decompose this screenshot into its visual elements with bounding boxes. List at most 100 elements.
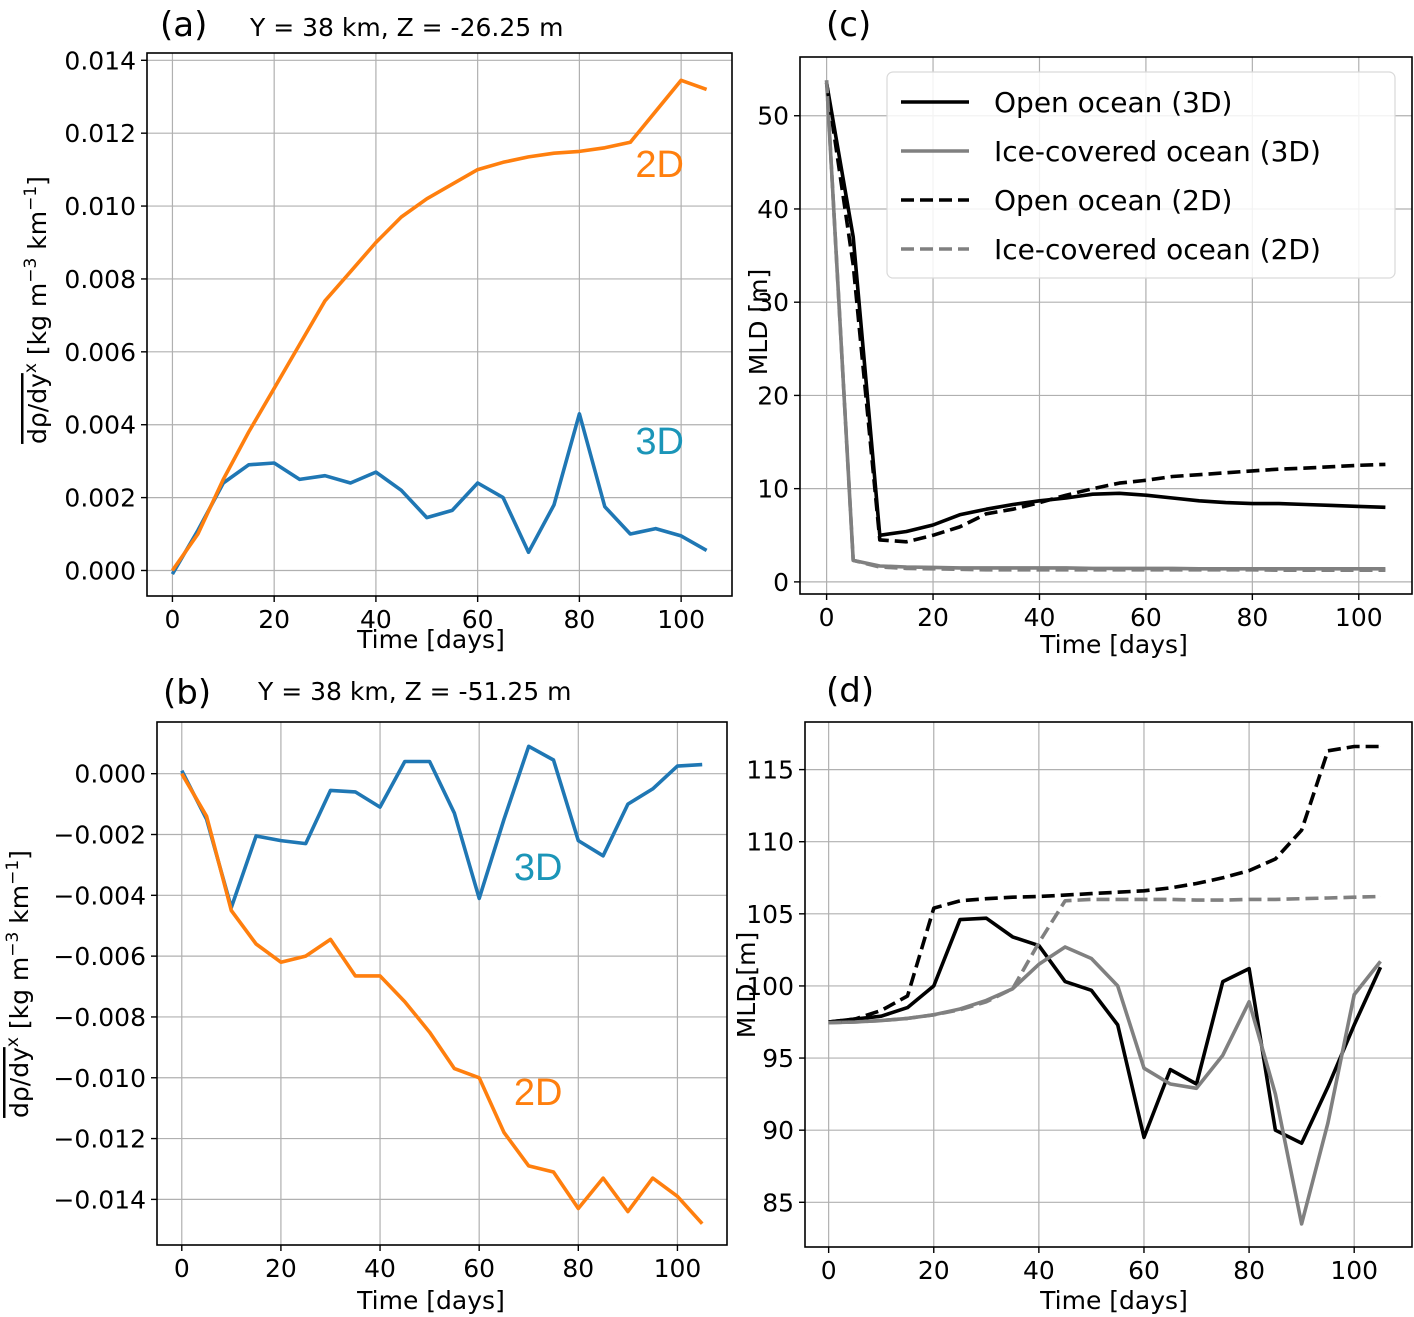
ylabel-sup-a: −3 (3, 932, 23, 957)
panel-c: (c) Open ocean (3D) Ice-covered ocean (3D… (744, 5, 1413, 659)
y-tick-label: 105 (746, 900, 794, 929)
series-line-2d (170, 78, 708, 572)
series-line-ice-covered-ocean-2d (824, 80, 1386, 573)
panel-d: (d) 0 20 40 60 80 100 85 90 95 100 105 110 115 Time… (732, 671, 1413, 1315)
x-tick-label: 20 (258, 605, 290, 634)
grid (147, 53, 732, 596)
y-tick-label: 100 (746, 972, 794, 1001)
y-tick-label: 115 (746, 756, 794, 785)
series-line-3d (170, 411, 708, 576)
series-layer (828, 744, 1383, 1226)
ylabel-unit-a: [kg m (5, 957, 34, 1037)
x-tick-label: 60 (462, 605, 494, 634)
x-tick-label: 40 (1023, 1256, 1055, 1285)
legend-box (886, 71, 1396, 279)
x-tick-label: 20 (917, 603, 949, 632)
ylabel-sup-b: −1 (3, 860, 23, 885)
x-tick-label: 20 (918, 1256, 950, 1285)
series-line-ice-covered-ocean-2d (828, 894, 1381, 1025)
x-tick-label: 40 (360, 605, 392, 634)
series-line-open-ocean-2d (824, 82, 1386, 544)
axes-frame (146, 52, 733, 597)
y-tick-label: 0.000 (64, 556, 136, 585)
x-tick-label: 80 (562, 1254, 594, 1283)
x-tick-label: 60 (1128, 1256, 1160, 1285)
series-line-open-ocean-3d (824, 82, 1386, 538)
y-tick-label: 110 (746, 828, 794, 857)
ylabel-unit-c: ] (5, 850, 34, 860)
panel-letter: (d) (826, 671, 874, 711)
y-tick-label: 20 (757, 381, 789, 410)
series-annotation: 2D (635, 144, 684, 186)
x-tick-label: 100 (1335, 603, 1383, 632)
ylabel-main: dρ/dy (5, 1047, 34, 1118)
y-tick-label: −0.004 (53, 881, 146, 910)
x-axis-label: Time [days] (1039, 1286, 1188, 1315)
x-tick-label: 0 (819, 603, 835, 632)
ylabel-unit-b: km (23, 211, 52, 258)
x-ticks: 0 20 40 60 80 100 (164, 596, 705, 634)
ylabel-unit-b: km (5, 885, 34, 932)
panel-letter: (c) (826, 5, 871, 45)
series-layer (824, 80, 1386, 573)
series-annotation: 3D (635, 421, 684, 463)
y-tick-label: 0.010 (64, 192, 136, 221)
y-tick-label: −0.012 (53, 1125, 146, 1154)
y-ticks: 0.000 0.002 0.004 0.006 0.008 0.010 0.012 0.014 (64, 46, 147, 585)
y-tick-label: 0.000 (74, 760, 146, 789)
annotations: 3D 2D (514, 847, 563, 1114)
series-layer (180, 744, 704, 1225)
y-axis-label: MLD [m] (744, 269, 773, 376)
ylabel-unit-a: [kg m (23, 283, 52, 363)
y-tick-label: 0.002 (64, 484, 136, 513)
series-line-open-ocean-3d (828, 916, 1383, 1145)
y-tick-label: −0.014 (53, 1185, 146, 1214)
series-line-2d (180, 772, 704, 1225)
legend: Open ocean (3D) Ice-covered ocean (3D) Ope… (886, 71, 1396, 279)
y-tick-label: 0.014 (64, 46, 136, 75)
legend-label: Ice-covered ocean (2D) (994, 233, 1321, 266)
x-tick-label: 100 (1330, 1256, 1378, 1285)
y-tick-label: 0.004 (64, 411, 136, 440)
x-tick-label: 60 (1130, 603, 1162, 632)
y-tick-label: −0.010 (53, 1064, 146, 1093)
grid (157, 722, 727, 1245)
panel-b: (b) Y = 38 km, Z = -51.25 m 3D 2D 0 20 40 60… (3, 673, 728, 1315)
x-axis-label: Time [days] (356, 1286, 505, 1315)
series-annotation: 2D (514, 1072, 563, 1114)
ylabel-sup-x: x (21, 363, 41, 373)
y-tick-label: 90 (762, 1116, 794, 1145)
axes-frame (156, 721, 728, 1246)
y-tick-label: 10 (757, 475, 789, 504)
x-tick-label: 60 (463, 1254, 495, 1283)
panel-title: Y = 38 km, Z = -51.25 m (257, 677, 571, 706)
series-line-open-ocean-2d (828, 744, 1381, 1024)
x-tick-label: 80 (1236, 603, 1268, 632)
y-axis-label: dρ/dyx [kg m−3 km−1] (21, 176, 52, 444)
x-tick-label: 80 (563, 605, 595, 634)
ylabel-main: dρ/dy (23, 373, 52, 444)
x-tick-label: 40 (364, 1254, 396, 1283)
series-annotation: 3D (514, 847, 563, 889)
x-tick-label: 80 (1233, 1256, 1265, 1285)
y-tick-label: −0.002 (53, 821, 146, 850)
panel-title: Y = 38 km, Z = -26.25 m (249, 13, 563, 42)
y-ticks: 85 90 95 100 105 110 115 (746, 756, 805, 1217)
x-axis-label: Time [days] (356, 625, 505, 654)
y-axis-label: dρ/dyx [kg m−3 km−1] (3, 850, 34, 1118)
x-ticks: 0 20 40 60 80 100 (174, 1245, 701, 1283)
series-layer (170, 78, 708, 576)
ylabel-sup-b: −1 (21, 186, 41, 211)
x-ticks: 0 20 40 60 80 100 (821, 1247, 1378, 1285)
y-axis-label: MLD [m] (732, 932, 761, 1039)
x-tick-label: 100 (654, 1254, 702, 1283)
x-tick-label: 0 (174, 1254, 190, 1283)
y-tick-label: 85 (762, 1188, 794, 1217)
y-tick-label: 0.006 (64, 338, 136, 367)
y-tick-label: 0 (773, 568, 789, 597)
y-tick-label: 0.012 (64, 119, 136, 148)
y-tick-label: 50 (757, 102, 789, 131)
y-tick-label: 40 (757, 195, 789, 224)
legend-label: Ice-covered ocean (3D) (994, 135, 1321, 168)
